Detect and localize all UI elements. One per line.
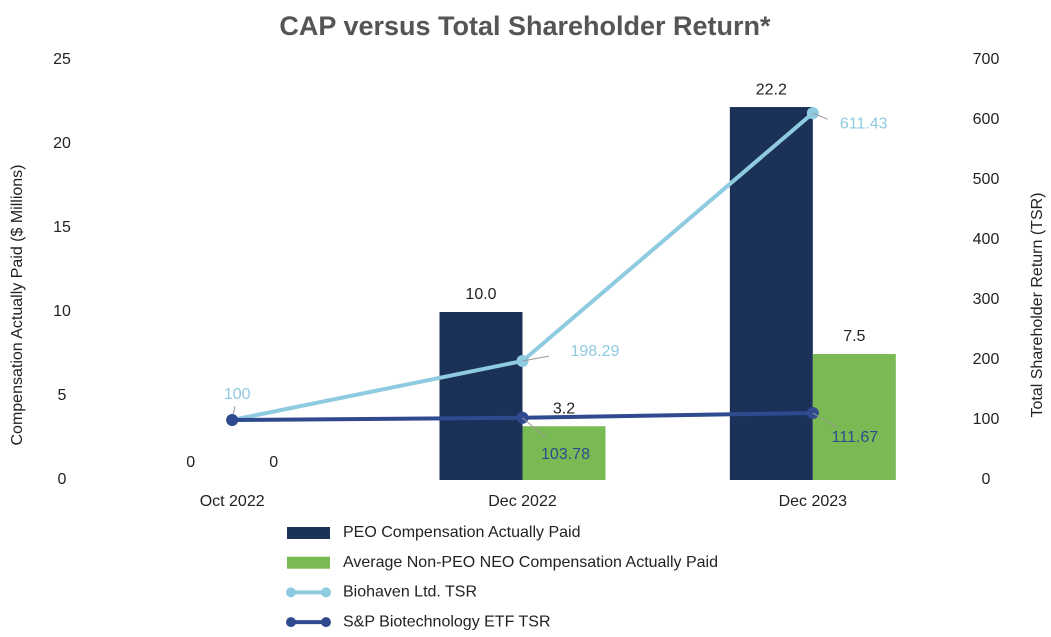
legend-marker	[286, 587, 296, 598]
y2-tick-label: 300	[973, 291, 1000, 308]
chart-title: CAP versus Total Shareholder Return*	[279, 11, 771, 41]
line-value-label: 100	[224, 386, 251, 403]
legend-marker	[286, 617, 296, 628]
legend-swatch	[287, 556, 330, 569]
bar	[522, 426, 606, 480]
bar-value-label: 3.2	[553, 400, 575, 417]
legend-label: Average Non-PEO NEO Compensation Actuall…	[343, 554, 718, 571]
line-value-label: 103.78	[541, 446, 590, 463]
bar-value-label: 22.2	[756, 81, 787, 98]
line-value-label: 111.67	[832, 429, 879, 446]
x-tick-label: Oct 2022	[200, 493, 265, 510]
y2-tick-label: 500	[973, 171, 1000, 188]
leader-line	[522, 417, 547, 439]
bar	[439, 312, 523, 480]
y2-tick-label: 200	[973, 351, 1000, 368]
legend-label: Biohaven Ltd. TSR	[343, 584, 477, 601]
legend-label: PEO Compensation Actually Paid	[343, 524, 580, 541]
y2-tick-label: 600	[973, 111, 1000, 128]
bar-value-label: 0	[186, 454, 195, 471]
y2-tick-label: 100	[973, 411, 1000, 428]
y2-tick-label: 0	[982, 471, 991, 488]
y2-tick-label: 400	[973, 231, 1000, 248]
bar-value-label: 10.0	[465, 286, 496, 303]
leader-line	[812, 412, 837, 428]
x-tick-label: Dec 2023	[779, 493, 848, 510]
bar-value-label: 0	[269, 454, 278, 471]
bar	[812, 354, 896, 480]
legend-marker	[321, 587, 331, 598]
y2-axis-label: Total Shareholder Return (TSR)	[1029, 193, 1046, 418]
y-tick-label: 0	[58, 471, 67, 488]
y-axis-label: Compensation Actually Paid ($ Millions)	[9, 164, 26, 445]
y-tick-label: 10	[53, 303, 71, 320]
leader-line	[522, 355, 549, 362]
x-tick-label: Dec 2022	[488, 493, 557, 510]
leader-line	[812, 112, 828, 120]
line-value-label: 611.43	[840, 115, 888, 132]
legend-marker	[321, 617, 331, 628]
y-tick-label: 5	[58, 387, 67, 404]
line-point	[226, 414, 239, 426]
y2-tick-label: 700	[973, 51, 1000, 68]
bar	[729, 107, 813, 480]
y-tick-label: 25	[53, 51, 71, 68]
y-tick-label: 15	[53, 219, 71, 236]
legend-label: S&P Biotechnology ETF TSR	[343, 613, 551, 630]
bar-value-label: 7.5	[843, 328, 865, 345]
y-tick-label: 20	[53, 135, 71, 152]
line-value-label: 198.29	[571, 343, 620, 360]
legend-swatch	[287, 527, 330, 539]
